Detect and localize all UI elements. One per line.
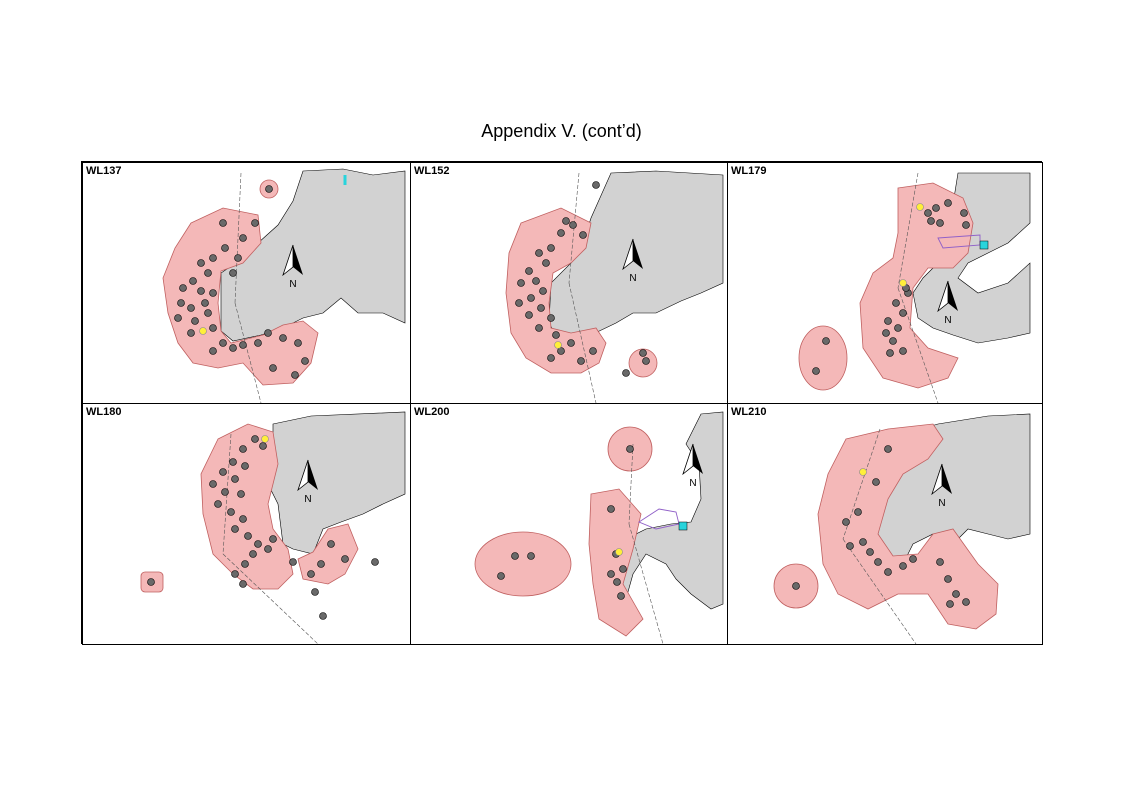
svg-text:N: N (938, 498, 945, 509)
map-wl152: N (505, 170, 724, 403)
panel-label: WL179 (731, 165, 767, 177)
location-points (174, 185, 309, 379)
page-title: Appendix V. (cont’d) (481, 121, 642, 141)
panel-label: WL137 (86, 165, 122, 177)
north-arrow-icon: N (297, 459, 318, 505)
map-panel-wl152[interactable]: WL152 N (410, 162, 728, 404)
north-arrow-icon: N (931, 463, 952, 509)
map-panel-wl200[interactable]: WL200 N (410, 403, 728, 645)
map-panel-wl137[interactable]: WL137 (82, 162, 411, 404)
map-wl180: N (140, 411, 406, 644)
north-label: N (289, 279, 296, 290)
panel-label: WL152 (414, 165, 450, 177)
panel-label: WL180 (86, 406, 122, 418)
capture-site (199, 327, 207, 335)
map-wl179: N (798, 172, 1031, 403)
panel-label: WL210 (731, 406, 767, 418)
north-arrow-icon: N (682, 443, 703, 489)
map-panel-wl179[interactable]: WL179 N (727, 162, 1043, 404)
map-panel-grid: WL137 (81, 161, 1043, 645)
map-panel-wl210[interactable]: WL210 N (727, 403, 1043, 645)
panel-label: WL200 (414, 406, 450, 418)
north-arrow-icon: N (937, 280, 958, 326)
map-wl200: N (474, 411, 724, 644)
north-arrow-icon: N (282, 244, 303, 290)
svg-text:N: N (304, 494, 311, 505)
map-wl137: N (162, 168, 406, 403)
svg-text:N: N (629, 273, 636, 284)
north-arrow-icon: N (622, 238, 643, 284)
home-range (162, 207, 319, 386)
svg-text:N: N (689, 478, 696, 489)
map-wl210: N (773, 413, 1031, 644)
svg-text:N: N (944, 315, 951, 326)
map-panel-wl180[interactable]: WL180 (82, 403, 411, 645)
